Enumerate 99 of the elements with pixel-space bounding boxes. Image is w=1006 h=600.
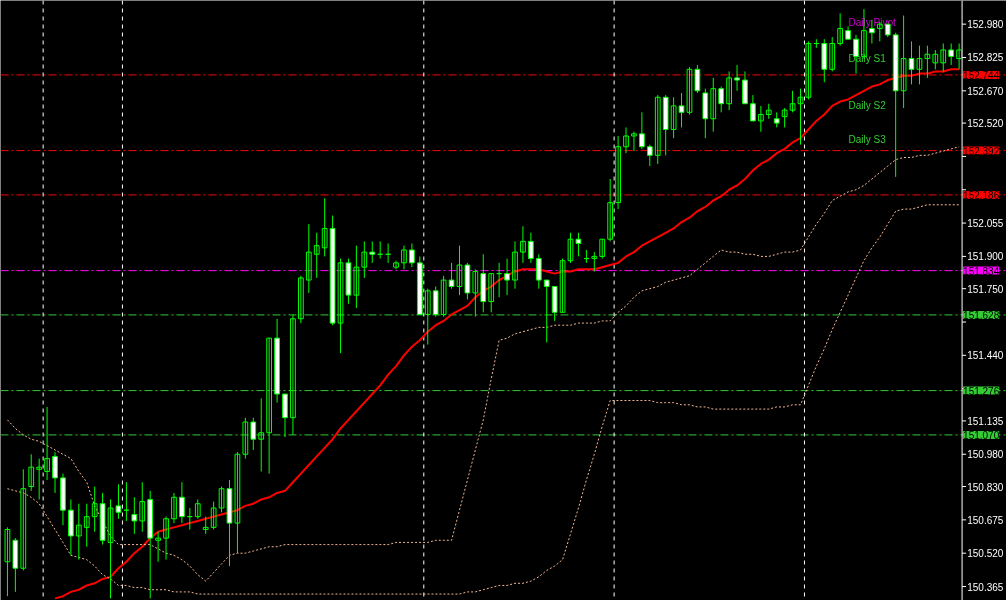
candlestick bbox=[171, 492, 177, 524]
ref-line-label: 152.744 bbox=[963, 69, 1000, 81]
candlestick bbox=[20, 468, 27, 571]
candlestick bbox=[194, 498, 201, 520]
ref-line-label: 151.628 bbox=[963, 309, 1000, 321]
candlestick bbox=[321, 197, 328, 257]
candlestick bbox=[52, 451, 58, 494]
ref-line-label: 151.834 bbox=[963, 265, 1000, 277]
candlestick bbox=[631, 131, 637, 152]
y-tick-label: 151.900 bbox=[967, 251, 1004, 263]
candlestick bbox=[91, 486, 98, 533]
candlestick bbox=[155, 531, 161, 563]
ref-line-label: 151.276 bbox=[963, 385, 1000, 397]
candlestick bbox=[179, 481, 185, 524]
candlestick bbox=[353, 245, 360, 309]
candlestick bbox=[781, 107, 788, 128]
candlestick bbox=[829, 36, 836, 72]
candlestick bbox=[750, 94, 756, 122]
candlestick bbox=[472, 268, 479, 318]
candlestick bbox=[250, 417, 257, 451]
candlestick bbox=[297, 275, 304, 324]
y-tick-label: 152.520 bbox=[967, 118, 1004, 130]
candlestick bbox=[932, 49, 939, 70]
candlestick bbox=[924, 45, 931, 79]
candlestick bbox=[28, 453, 35, 492]
line-series bbox=[6, 204, 960, 595]
candlestick bbox=[242, 417, 249, 460]
candlestick bbox=[654, 94, 661, 165]
candlestick bbox=[440, 275, 447, 318]
candlestick bbox=[139, 481, 146, 533]
annotation: Daily S3 bbox=[848, 134, 887, 145]
candlestick bbox=[718, 86, 725, 113]
candlestick bbox=[163, 516, 169, 561]
candlestick bbox=[210, 501, 217, 531]
line-series bbox=[6, 146, 960, 582]
candlestick bbox=[623, 126, 629, 154]
candlestick bbox=[512, 240, 518, 290]
candlestick bbox=[559, 258, 566, 313]
candlestick bbox=[615, 135, 621, 210]
y-tick-label: 151.750 bbox=[967, 283, 1004, 295]
candlestick bbox=[83, 503, 90, 548]
y-tick-label: 152.825 bbox=[967, 52, 1004, 64]
candlestick bbox=[44, 406, 50, 481]
candlestick bbox=[488, 273, 495, 313]
ref-line-label: 152.186 bbox=[963, 189, 1000, 201]
candlestick bbox=[313, 232, 320, 279]
candlestick bbox=[36, 458, 43, 500]
candlestick bbox=[900, 15, 907, 109]
candlestick bbox=[527, 232, 534, 264]
candlestick bbox=[266, 337, 273, 475]
y-tick-label: 150.830 bbox=[967, 481, 1004, 493]
y-tick-label: 152.670 bbox=[967, 85, 1004, 97]
candlestick bbox=[504, 258, 510, 296]
candlestick bbox=[734, 64, 740, 92]
candlestick bbox=[131, 496, 138, 535]
candlestick bbox=[940, 43, 947, 72]
candlestick bbox=[535, 253, 542, 290]
candlestick bbox=[639, 111, 645, 150]
candlestick bbox=[869, 19, 875, 45]
y-tick-label: 150.980 bbox=[967, 449, 1004, 461]
y-tick-label: 151.135 bbox=[967, 415, 1004, 427]
candlestick bbox=[290, 313, 296, 436]
candlestick bbox=[710, 77, 717, 133]
y-tick-label: 150.365 bbox=[967, 581, 1004, 593]
candlestick bbox=[393, 260, 399, 270]
y-tick-label: 150.520 bbox=[967, 548, 1004, 560]
candlestick bbox=[837, 12, 844, 47]
candlestick bbox=[607, 178, 614, 242]
candlestick bbox=[520, 225, 526, 264]
ref-line-label: 151.070 bbox=[963, 429, 1000, 441]
candlestick bbox=[646, 144, 653, 167]
candlestick bbox=[591, 251, 598, 272]
y-tick-label: 152.055 bbox=[967, 218, 1004, 230]
candlestick bbox=[75, 503, 82, 561]
candlestick bbox=[409, 243, 415, 268]
candlestick bbox=[369, 240, 376, 264]
y-tick-label: 152.980 bbox=[967, 19, 1004, 31]
candlestick bbox=[789, 90, 796, 113]
ref-line-label: 152.392 bbox=[963, 145, 1000, 157]
candlestick bbox=[599, 238, 606, 260]
candlestick bbox=[757, 105, 764, 133]
candlestick bbox=[670, 96, 677, 139]
candlestick bbox=[726, 70, 733, 111]
candlestick bbox=[543, 279, 550, 343]
annotation: Daily S2 bbox=[848, 100, 887, 111]
candlestick bbox=[305, 223, 312, 294]
candlestick bbox=[282, 393, 288, 438]
candlestick bbox=[805, 40, 812, 100]
y-tick-label: 150.675 bbox=[967, 514, 1004, 526]
candlestick bbox=[742, 70, 748, 105]
candlestick bbox=[432, 286, 439, 318]
candlestick bbox=[361, 240, 368, 279]
y-tick-label: 151.440 bbox=[967, 350, 1004, 362]
candlestick bbox=[401, 245, 407, 270]
candlestick bbox=[258, 397, 265, 472]
candlestick bbox=[424, 288, 431, 346]
candlestick bbox=[797, 88, 804, 146]
candlestick bbox=[948, 43, 955, 66]
candlestick bbox=[4, 526, 11, 597]
